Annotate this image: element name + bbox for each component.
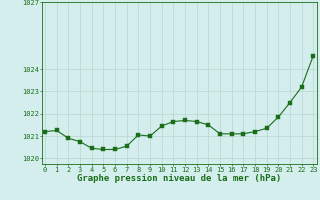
X-axis label: Graphe pression niveau de la mer (hPa): Graphe pression niveau de la mer (hPa) (77, 174, 281, 183)
